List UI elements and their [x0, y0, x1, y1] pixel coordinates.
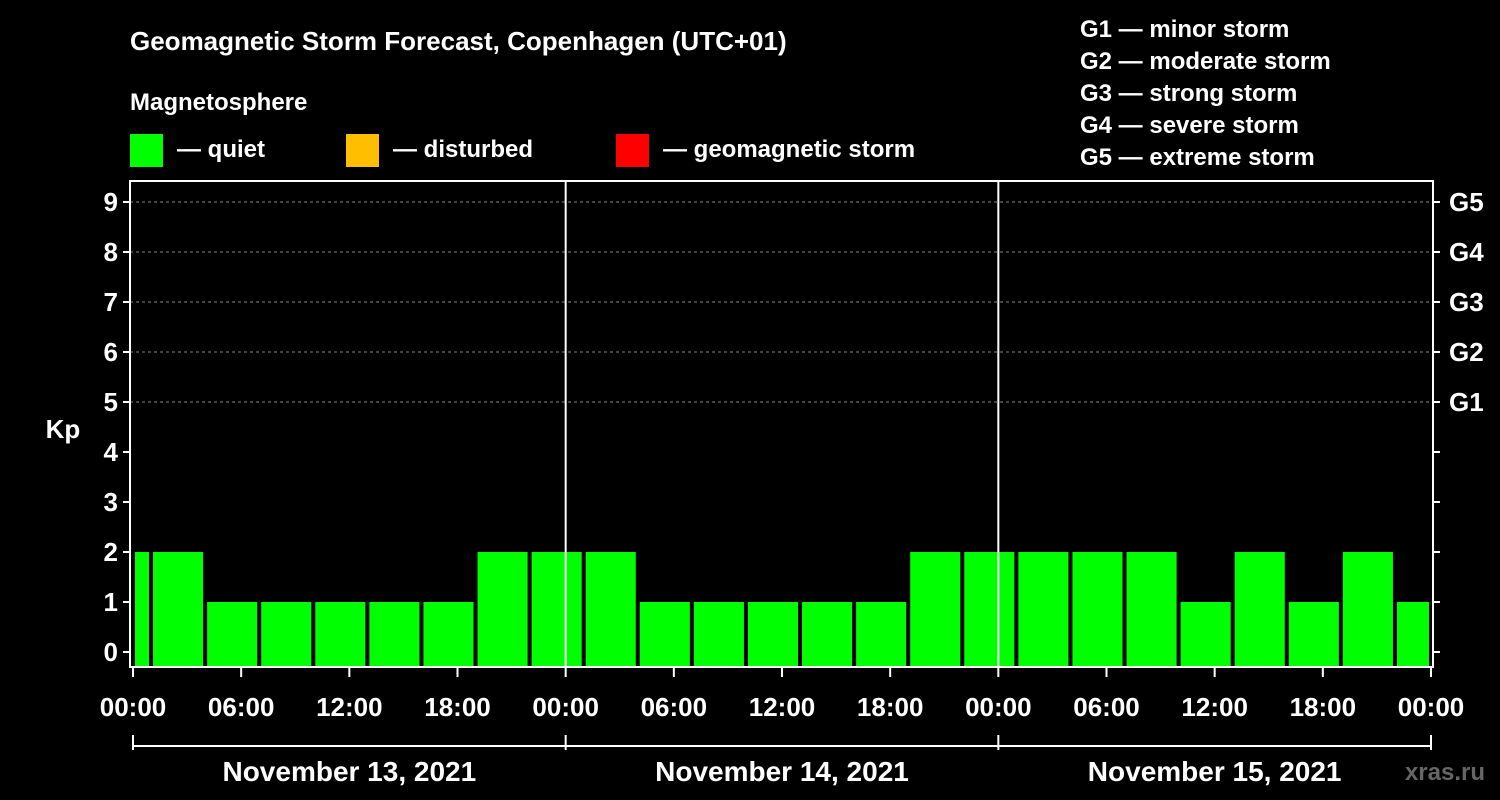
- y-tick-label-1: 1: [104, 587, 118, 617]
- x-tick-label-5: 06:00: [641, 692, 708, 722]
- y-tick-label-6: 6: [104, 337, 118, 367]
- storm-level-label-G5: G5: [1449, 187, 1484, 217]
- kp-bar-23: [1342, 552, 1393, 667]
- x-tick-label-10: 12:00: [1181, 692, 1248, 722]
- kp-bar-0: [135, 552, 150, 667]
- x-tick-label-11: 18:00: [1290, 692, 1357, 722]
- kp-bar-16: [964, 552, 1015, 667]
- day-label-1: November 14, 2021: [655, 756, 909, 787]
- kp-bar-21: [1234, 552, 1285, 667]
- y-tick-label-5: 5: [104, 387, 118, 417]
- legend-swatch-2: [616, 134, 649, 167]
- storm-scale-item-2: G3 — strong storm: [1080, 80, 1297, 107]
- kp-bar-6: [423, 602, 474, 667]
- y-tick-label-0: 0: [104, 637, 118, 667]
- legend-label-2: — geomagnetic storm: [663, 136, 915, 163]
- kp-bar-20: [1180, 602, 1231, 667]
- y-tick-label-9: 9: [104, 187, 118, 217]
- x-tick-label-1: 06:00: [208, 692, 275, 722]
- storm-level-label-G1: G1: [1449, 387, 1484, 417]
- kp-bar-4: [315, 602, 366, 667]
- y-tick-label-7: 7: [104, 287, 118, 317]
- legend: — quiet — disturbed — geomagnetic storm: [130, 134, 915, 167]
- bars: [135, 552, 1429, 667]
- legend-swatch-0: [130, 134, 163, 167]
- y-tick-label-3: 3: [104, 487, 118, 517]
- kp-bar-11: [693, 602, 744, 667]
- kp-bar-22: [1288, 602, 1339, 667]
- y-axis-label: Kp: [46, 414, 81, 444]
- legend-heading: Magnetosphere: [130, 89, 307, 116]
- x-tick-label-6: 12:00: [749, 692, 816, 722]
- x-tick-label-9: 06:00: [1073, 692, 1140, 722]
- day-label-2: November 15, 2021: [1088, 756, 1342, 787]
- y-tick-label-8: 8: [104, 237, 118, 267]
- grid: [130, 201, 1433, 403]
- kp-bar-7: [477, 552, 528, 667]
- legend-label-1: — disturbed: [393, 136, 533, 163]
- storm-level-label-G3: G3: [1449, 287, 1484, 317]
- chart-title: Geomagnetic Storm Forecast, Copenhagen (…: [130, 26, 787, 56]
- plot-frame: [129, 180, 1434, 668]
- kp-bar-10: [639, 602, 690, 667]
- y-tick-label-2: 2: [104, 537, 118, 567]
- kp-bar-1: [153, 552, 204, 667]
- kp-bar-18: [1072, 552, 1123, 667]
- legend-label-0: — quiet: [177, 136, 265, 163]
- storm-scale-item-0: G1 — minor storm: [1080, 16, 1289, 43]
- storm-scale-item-4: G5 — extreme storm: [1080, 144, 1315, 171]
- kp-bar-2: [207, 602, 258, 667]
- storm-scale-item-3: G4 — severe storm: [1080, 112, 1299, 139]
- kp-bar-19: [1126, 552, 1177, 667]
- storm-level-label-G2: G2: [1449, 337, 1484, 367]
- x-tick-label-7: 18:00: [857, 692, 924, 722]
- kp-bar-15: [910, 552, 961, 667]
- kp-bar-9: [585, 552, 636, 667]
- storm-scale-legend: G1 — minor storm G2 — moderate storm G3 — …: [1080, 16, 1331, 171]
- legend-swatch-1: [346, 134, 379, 167]
- x-tick-label-12: 00:00: [1398, 692, 1465, 722]
- kp-bar-12: [747, 602, 799, 667]
- x-tick-label-0: 00:00: [100, 692, 167, 722]
- kp-bar-13: [802, 602, 853, 667]
- watermark: xras.ru: [1405, 759, 1485, 786]
- x-tick-label-2: 12:00: [316, 692, 383, 722]
- axes: 0 1 2 3 4 5 6 7 8 9 G1 G2 G3 G4 G5 00:00 06:00 12:00 18:00…: [100, 187, 1484, 787]
- storm-level-label-G4: G4: [1449, 237, 1484, 267]
- day-label-0: November 13, 2021: [222, 756, 476, 787]
- y-tick-label-4: 4: [104, 437, 119, 467]
- storm-scale-item-1: G2 — moderate storm: [1080, 48, 1331, 75]
- kp-bar-17: [1018, 552, 1069, 667]
- kp-bar-14: [856, 602, 907, 667]
- x-tick-label-8: 00:00: [965, 692, 1032, 722]
- kp-bar-5: [369, 602, 420, 667]
- kp-bar-8: [531, 552, 582, 667]
- x-tick-label-4: 00:00: [532, 692, 599, 722]
- kp-bar-24: [1396, 602, 1429, 667]
- x-tick-label-3: 18:00: [424, 692, 491, 722]
- kp-bar-3: [261, 602, 312, 667]
